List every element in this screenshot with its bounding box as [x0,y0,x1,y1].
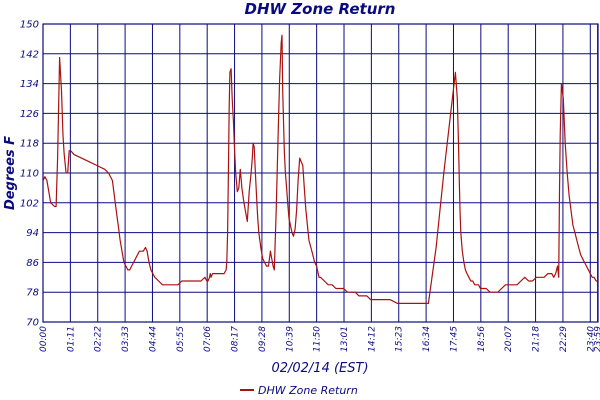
x-tick-label: 02:22 [94,326,104,352]
y-tick-label: 78 [26,288,39,299]
x-axis-label: 02/02/14 (EST) [271,361,368,376]
x-tick-label: 01:11 [66,326,76,352]
y-tick-label: 70 [26,318,39,329]
series-line [42,34,598,304]
x-tick-label: 15:23 [395,326,405,352]
x-tick-label: 20:07 [504,326,514,352]
y-axis-label: Degrees F [3,136,18,210]
legend-label: DHW Zone Return [258,384,358,397]
x-tick-label: 18:56 [477,326,487,352]
y-tick-label: 118 [20,139,39,150]
x-tick-label: 07:06 [203,326,213,352]
x-tick-label: 04:44 [148,326,158,352]
y-tick-label: 150 [20,20,39,31]
series-group [42,34,598,304]
x-tick-label: 17:45 [449,326,459,352]
y-tick-label: 110 [20,169,39,180]
x-tick-labels: 00:00 01:11 02:22 03:33 04:44 05:55 07:06 08:17… [39,326,600,352]
x-tick-label: 14:12 [367,326,377,352]
x-tick-label: 10:39 [285,326,295,352]
x-tick-label: 23:59 [594,326,600,352]
x-tick-label: 23:40 [586,326,596,352]
x-tick-label: 21:18 [532,326,542,352]
y-tick-label: 142 [20,49,39,60]
x-tick-label: 11:50 [313,326,323,352]
y-tick-label: 134 [20,79,39,90]
x-tick-label: 13:01 [340,326,350,352]
x-tick-label: 16:34 [422,326,432,352]
x-tick-label: 00:00 [39,326,49,352]
y-tick-label: 102 [20,198,39,209]
x-tick-label: 22:29 [559,326,569,352]
y-tick-label: 94 [26,228,39,239]
y-tick-labels: 70 78 86 94 102 110 118 126 134 142 150 [20,20,39,329]
plot-frame [42,23,599,323]
x-tick-label: 08:17 [231,326,241,352]
y-tick-label: 126 [20,109,39,120]
legend: DHW Zone Return [240,384,358,397]
x-tick-label: 03:33 [121,326,131,352]
chart-title: DHW Zone Return [245,0,396,18]
y-tick-label: 86 [26,258,39,269]
x-tick-label: 09:28 [258,326,268,352]
x-tick-label: 05:55 [176,326,186,352]
